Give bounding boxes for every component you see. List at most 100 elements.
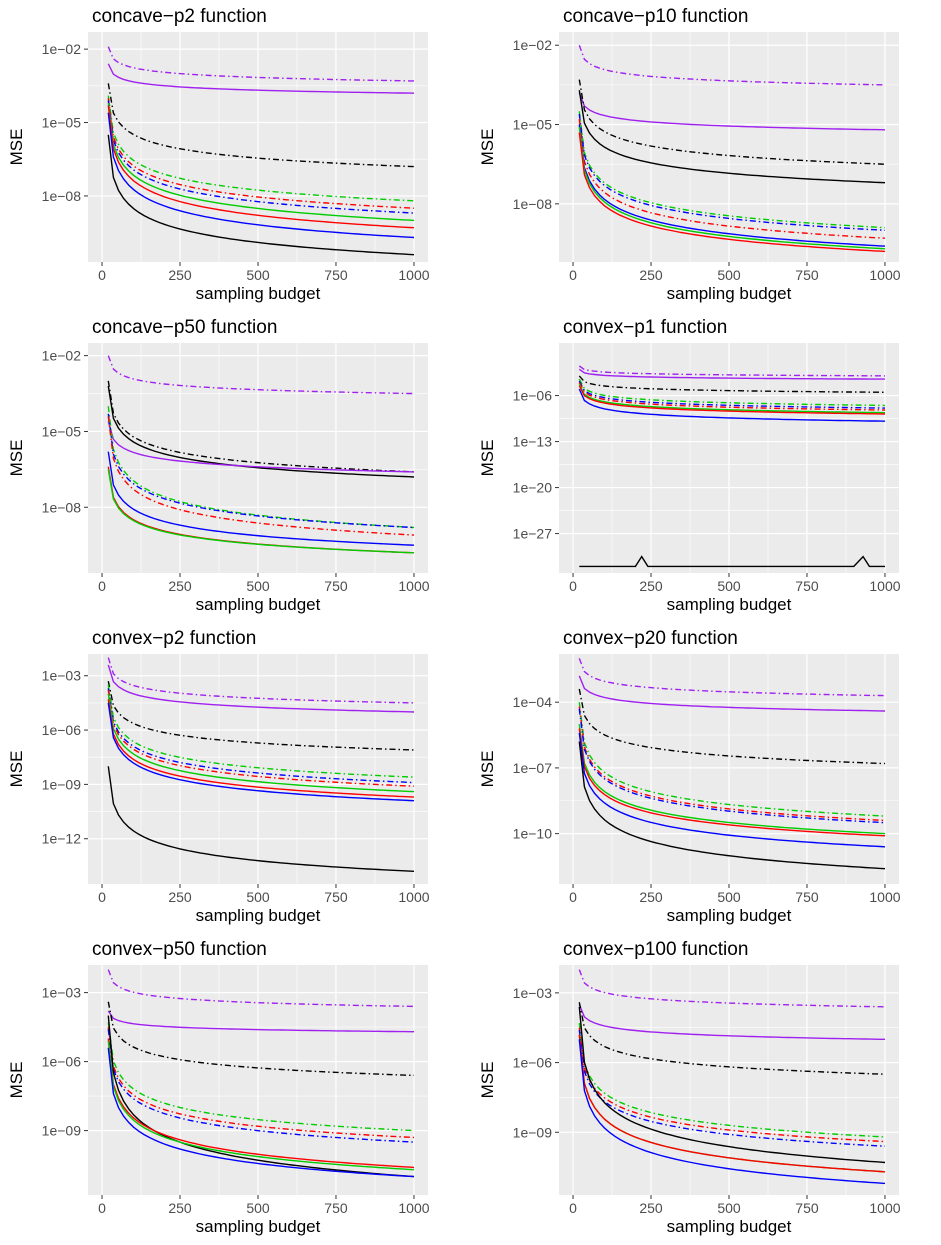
x-tick-label: 0: [98, 267, 106, 283]
series-line-blue-solid: [107, 1047, 415, 1178]
series-line-purple-solid: [107, 664, 415, 713]
chart-title: concave−p2 function: [92, 6, 267, 27]
series-line-red-dotdash: [107, 416, 415, 536]
series-line-green-solid: [107, 469, 415, 554]
x-tick-label: 750: [795, 1200, 819, 1216]
series-line-red-dotdash: [107, 690, 415, 787]
series-line-black-solid: [578, 1006, 886, 1164]
series-line-purple-solid: [107, 63, 415, 94]
x-tick-label: 0: [569, 267, 577, 283]
series-line-green-dotdash: [578, 702, 886, 817]
x-tick-label: 500: [246, 1200, 270, 1216]
panel-convex-p50: convex−p50 function 0 250 500 750 1000 1e−03 1e…: [0, 933, 470, 1244]
chart-svg: concave−p50 function 0 250 500 750 1000 1e−02 1…: [7, 317, 430, 614]
x-tick-label: 750: [324, 578, 348, 594]
series-line-purple-solid: [107, 421, 415, 473]
x-tick-label: 500: [717, 889, 741, 905]
y-tick-label: 1e−06: [513, 1055, 553, 1071]
x-tick-label: 1000: [869, 889, 900, 905]
y-axis-label: MSE: [478, 1062, 497, 1099]
series-line-blue-dotdash: [578, 708, 886, 824]
series-line-blue-solid: [107, 451, 415, 546]
series-line-purple-solid: [578, 675, 886, 712]
x-tick-label: 250: [168, 1200, 192, 1216]
x-tick-label: 750: [324, 267, 348, 283]
x-tick-label: 250: [639, 267, 663, 283]
chart-title: convex−p100 function: [563, 939, 748, 960]
series-line-red-solid: [107, 105, 415, 229]
y-tick-label: 1e−03: [513, 985, 553, 1001]
series-line-blue-dotdash: [578, 113, 886, 231]
series-line-blue-dotdash: [107, 100, 415, 214]
chart-svg: convex−p50 function 0 250 500 750 1000 1e−03 1e…: [7, 939, 430, 1236]
x-tick-label: 500: [246, 578, 270, 594]
x-tick-label: 1000: [398, 1200, 429, 1216]
x-tick-label: 750: [324, 889, 348, 905]
x-axis-label: sampling budget: [667, 595, 792, 614]
series-line-purple-dotdash: [578, 658, 886, 697]
series-line-red-dotdash: [107, 1027, 415, 1139]
panel-convex-p20: convex−p20 function 0 250 500 750 1000 1e−04 1e…: [471, 622, 941, 933]
y-tick-label: 1e−05: [513, 117, 553, 133]
x-tick-label: 500: [246, 267, 270, 283]
series-line-red-solid: [578, 132, 886, 253]
series-line-green-dotdash: [107, 684, 415, 778]
y-tick-label: 1e−03: [42, 985, 82, 1001]
y-tick-label: 1e−06: [42, 722, 82, 738]
series-line-purple-dotdash: [107, 46, 414, 82]
y-tick-label: 1e−08: [513, 196, 553, 212]
y-axis-label: MSE: [7, 751, 26, 788]
series-line-black-dotdash: [107, 83, 415, 168]
series-line-red-solid: [578, 1034, 886, 1173]
series-line-purple-dotdash: [107, 969, 415, 1008]
series-line-red-dotdash: [578, 119, 886, 239]
y-axis-label: MSE: [7, 1062, 26, 1099]
y-tick-label: 1e−20: [513, 480, 553, 496]
x-tick-label: 500: [717, 1200, 741, 1216]
chart-title: convex−p1 function: [563, 317, 727, 338]
chart-svg: convex−p2 function 0 250 500 750 1000 1e−03 1e−…: [7, 628, 430, 925]
y-tick-label: 1e−03: [42, 668, 82, 684]
y-tick-label: 1e−09: [42, 776, 82, 792]
series-line-blue-solid: [578, 124, 886, 247]
x-tick-label: 750: [324, 1200, 348, 1216]
series-line-purple-dotdash: [107, 355, 414, 395]
series-line-green-dotdash: [107, 406, 415, 529]
x-axis-label: sampling budget: [196, 906, 321, 925]
series-line-red-solid: [107, 699, 415, 798]
series-line-red-dotdash: [107, 98, 415, 209]
chart-svg: concave−p10 function 0 250 500 750 1000 1e−02 1…: [478, 6, 901, 303]
x-tick-label: 250: [639, 889, 663, 905]
panel-convex-p2: convex−p2 function 0 250 500 750 1000 1e−03 1e−…: [0, 622, 470, 933]
series-line-blue-solid: [578, 732, 886, 848]
series-line-black-dotdash: [578, 688, 886, 765]
y-tick-label: 1e−09: [42, 1123, 82, 1139]
series-line-blue-solid: [578, 1039, 886, 1185]
x-axis-label: sampling budget: [196, 1217, 321, 1236]
chart-svg: concave−p2 function 0 250 500 750 1000 1e−02 1e…: [7, 6, 430, 303]
series-line-red-dotdash: [578, 1027, 886, 1143]
series-line-green-dotdash: [578, 378, 885, 407]
series-line-blue-dotdash: [578, 380, 886, 409]
chart-title: convex−p20 function: [563, 628, 738, 649]
x-tick-label: 1000: [398, 267, 429, 283]
series-line-red-solid: [578, 385, 886, 415]
series-line-black-solid: [107, 385, 415, 478]
chart-title: concave−p10 function: [563, 6, 748, 27]
x-tick-label: 1000: [869, 267, 900, 283]
series-line-red-solid: [578, 728, 886, 837]
x-tick-label: 1000: [869, 578, 900, 594]
series-group: [107, 969, 415, 1178]
y-tick-label: 1e−07: [513, 760, 553, 776]
y-tick-label: 1e−27: [513, 526, 553, 542]
series-line-green-solid: [578, 127, 886, 250]
chart-svg: convex−p100 function 0 250 500 750 1000 1e−03 1…: [478, 939, 901, 1236]
series-line-black-dotdash: [578, 1002, 886, 1075]
y-tick-label: 1e−05: [42, 115, 82, 131]
x-axis-label: sampling budget: [196, 284, 321, 303]
x-tick-label: 0: [98, 578, 106, 594]
series-line-green-solid: [578, 724, 886, 835]
series-line-black-dotdash: [578, 375, 886, 393]
chart-title: convex−p50 function: [92, 939, 267, 960]
